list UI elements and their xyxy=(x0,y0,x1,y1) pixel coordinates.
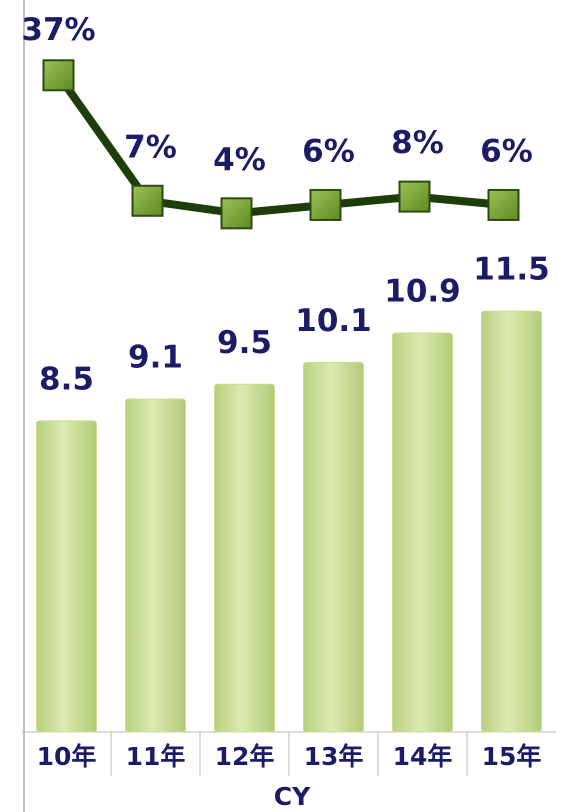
data-label: 10.1 xyxy=(295,303,372,339)
x-tick-label: 10年 xyxy=(37,742,97,771)
data-label: 6% xyxy=(480,133,533,169)
marker xyxy=(220,197,253,230)
x-tick-label: 15年 xyxy=(482,742,542,771)
data-label: 7% xyxy=(124,129,177,165)
bar xyxy=(481,310,542,733)
data-label: 11.5 xyxy=(473,252,550,288)
data-label: 4% xyxy=(213,142,266,178)
bar xyxy=(125,398,186,733)
x-tick-label: 12年 xyxy=(215,742,275,771)
marker xyxy=(42,59,75,92)
data-label: 9.5 xyxy=(217,325,272,361)
data-label: 37% xyxy=(21,12,95,48)
x-axis-label: CY xyxy=(274,782,311,811)
marker xyxy=(487,188,520,221)
marker xyxy=(131,184,164,217)
data-label: 8.5 xyxy=(39,361,94,397)
marker xyxy=(398,180,431,213)
x-tick-label: 11年 xyxy=(126,742,186,771)
bar xyxy=(392,332,453,733)
data-label: 8% xyxy=(391,125,444,161)
marker xyxy=(309,188,342,221)
bar xyxy=(36,420,97,733)
data-label: 10.9 xyxy=(384,274,461,310)
x-tick-label: 13年 xyxy=(304,742,364,771)
bar xyxy=(303,361,364,733)
data-label: 6% xyxy=(302,133,355,169)
data-label: 9.1 xyxy=(128,339,183,375)
x-tick-label: 14年 xyxy=(393,742,453,771)
bar xyxy=(214,383,275,733)
